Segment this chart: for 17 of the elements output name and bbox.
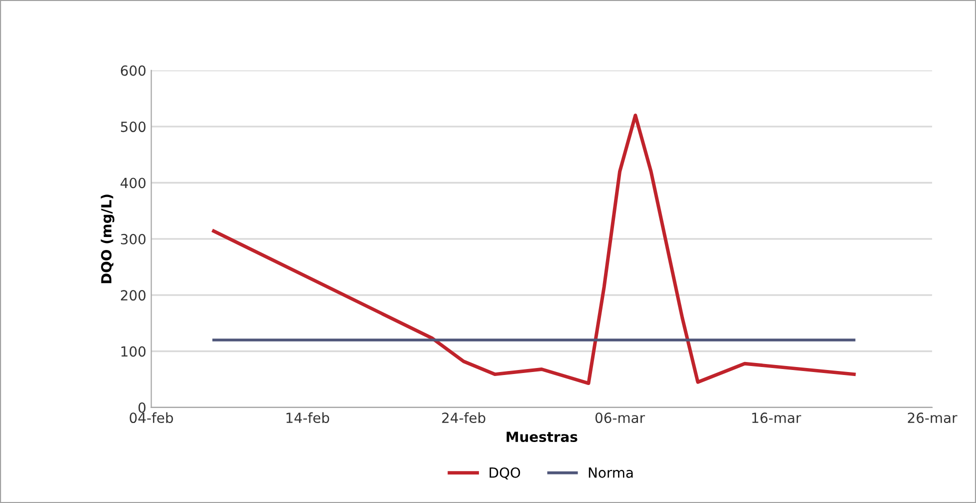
- y-tick-label: 600: [120, 65, 146, 76]
- y-tick-label: 400: [120, 178, 146, 188]
- y-tick-label: 0: [138, 402, 146, 413]
- y-tick-label: 500: [120, 122, 146, 132]
- y-tick-label: 100: [121, 346, 146, 357]
- x-tick-label: 14-feb: [286, 412, 330, 424]
- y-tick-label: 200: [120, 290, 146, 301]
- x-axis-title: Muestras: [506, 432, 578, 442]
- legend-label: Norma: [588, 468, 633, 478]
- legend-label: DQO: [490, 467, 520, 480]
- x-tick-label: 24-feb: [442, 412, 486, 424]
- y-axis-title: DQO (mg/L): [100, 194, 114, 284]
- x-tick-label: 06-mar: [595, 412, 645, 424]
- x-tick-label: 04-feb: [130, 412, 173, 424]
- x-tick-label: 26-mar: [908, 412, 958, 424]
- x-tick-label: 16-mar: [752, 412, 802, 424]
- y-tick-label: 300: [120, 234, 146, 244]
